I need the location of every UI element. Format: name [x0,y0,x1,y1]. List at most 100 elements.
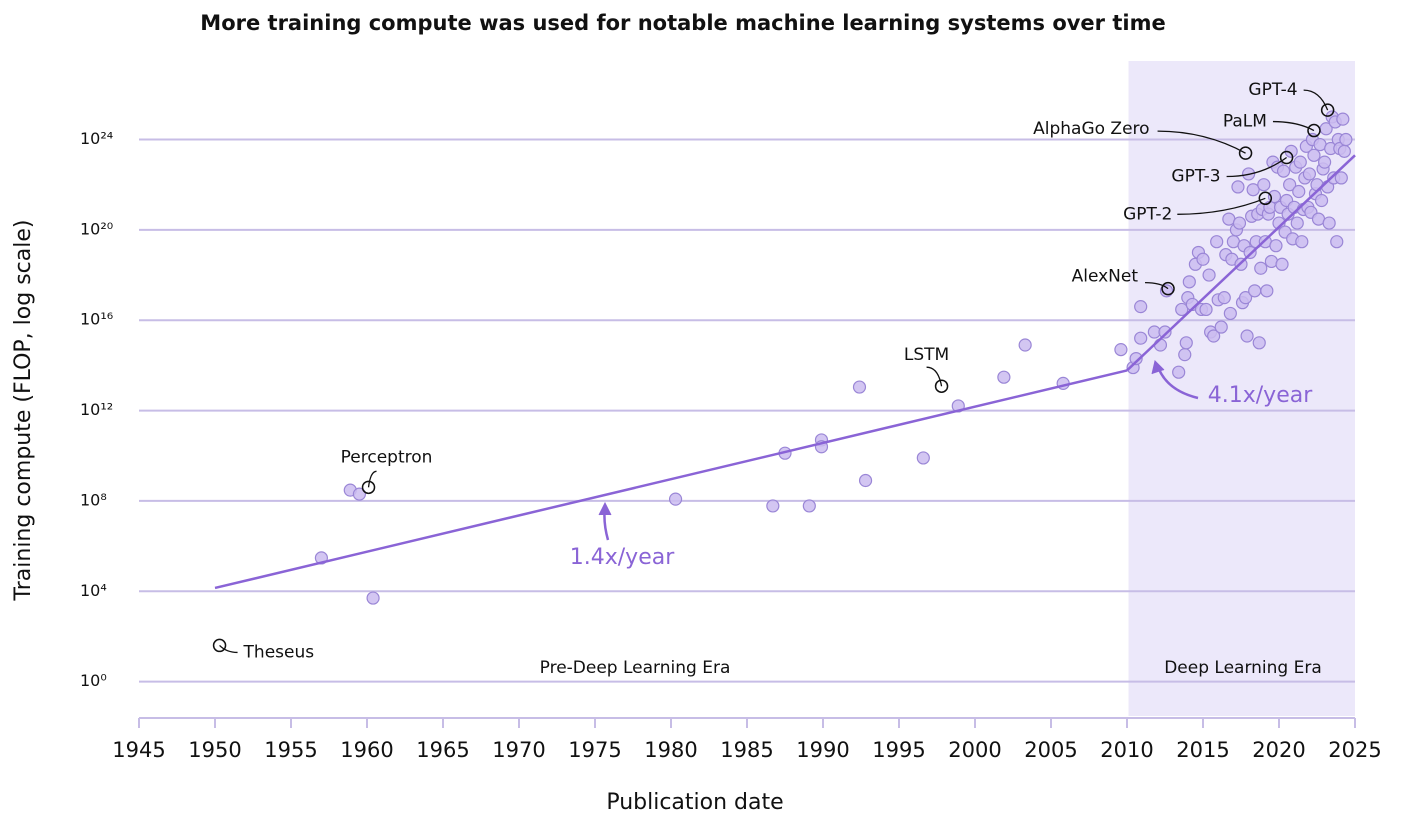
growth-arrowhead [1151,360,1165,375]
data-point [1199,302,1213,317]
data-point [1292,184,1306,199]
annotation-label: Perceptron [341,447,433,467]
growth-arrowhead [598,501,612,516]
annotation-label: Theseus [243,642,315,662]
data-point [1275,257,1289,271]
y-tick-label: 10¹² [80,400,113,419]
x-tick-label: 1965 [416,738,469,762]
data-point [1307,148,1321,162]
data-point [1293,155,1307,169]
data-point [1134,331,1148,345]
leader-line [219,644,238,654]
x-tick-label: 1970 [492,738,545,762]
data-point [1172,365,1186,379]
trend-line [214,369,1128,590]
data-point [1246,183,1260,197]
x-tick-label: 1980 [644,738,697,762]
data-point [1254,261,1268,275]
data-point [1179,336,1193,350]
data-point [366,591,380,605]
y-tick-label: 10²⁰ [80,219,113,238]
data-point [1114,343,1128,357]
growth-label: 1.4x/year [570,545,675,570]
x-tick-label: 2005 [1024,738,1077,762]
data-point [1257,178,1271,192]
data-point [1207,329,1221,343]
data-point [1302,167,1317,181]
data-point [1334,171,1348,185]
x-tick-label: 1990 [796,738,849,762]
annotated-point [934,379,949,393]
x-tick-label: 2010 [1100,738,1153,762]
leader-line [1177,197,1266,215]
annotation-label: LSTM [904,345,949,365]
x-tick-label: 1985 [720,738,773,762]
data-point [1153,338,1168,352]
data-point [1210,235,1224,249]
y-tick-label: 10⁰ [80,671,107,690]
data-point [997,370,1011,384]
data-point [1196,252,1210,266]
x-tick-label: 2000 [948,738,1001,762]
data-point [1178,348,1192,362]
annotation-label: PaLM [1223,112,1267,132]
data-point [1175,302,1189,317]
x-tick-label: 1960 [340,738,393,762]
data-point [1240,329,1254,343]
data-point [668,492,683,506]
data-point [352,487,366,501]
annotation-label: GPT-3 [1171,167,1220,187]
annotated-point [1320,103,1335,117]
data-point [1272,216,1286,230]
x-tick-label: 2015 [1176,738,1229,762]
annotation-label: AlphaGo Zero [1033,119,1149,139]
x-tick-label: 1950 [188,738,241,762]
x-tick-label: 1945 [112,738,165,762]
data-point [1134,300,1148,314]
data-point [1252,336,1266,350]
data-point [858,473,873,488]
era-label: Pre-Deep Learning Era [540,658,731,678]
data-point [1248,284,1262,298]
data-point [1276,164,1291,178]
data-point [1238,291,1253,305]
leader-line [1145,282,1169,290]
data-point [1223,306,1237,321]
y-tick-label: 10⁸ [80,490,107,509]
data-point [1290,216,1304,230]
trend-line [1126,154,1356,372]
data-point [1317,155,1332,169]
data-point [852,380,867,394]
data-point [1182,275,1196,289]
leader-line [1303,89,1329,111]
leader-line [1272,120,1315,132]
data-point [1322,216,1336,230]
annotated-point [361,480,376,495]
y-tick-label: 10²⁴ [80,129,113,148]
data-point [1202,268,1216,282]
data-point [1339,132,1353,147]
annotated-point [212,638,227,653]
data-point [766,499,780,513]
annotation-label: GPT-2 [1123,204,1172,224]
annotated-point [1307,123,1321,138]
x-tick-label: 2020 [1252,738,1305,762]
data-point [1337,144,1351,158]
annotated-point [1238,146,1253,160]
leader-line [1157,130,1246,154]
data-point [1217,291,1231,305]
x-tick-label: 1975 [568,738,621,762]
chart-title: More training compute was used for notab… [200,11,1165,35]
annotated-point [1279,150,1294,165]
data-point [1336,112,1350,126]
leader-line [367,470,377,488]
x-tick-label: 2025 [1328,738,1381,762]
leader-line [926,366,943,387]
data-point [1269,239,1283,253]
y-axis-label: Training compute (FLOP, log scale) [11,220,36,602]
annotation-label: GPT-4 [1248,80,1297,100]
data-point [1214,320,1228,334]
y-tick-label: 10¹⁶ [80,310,113,329]
data-point [1330,235,1344,249]
data-point [1158,325,1172,339]
